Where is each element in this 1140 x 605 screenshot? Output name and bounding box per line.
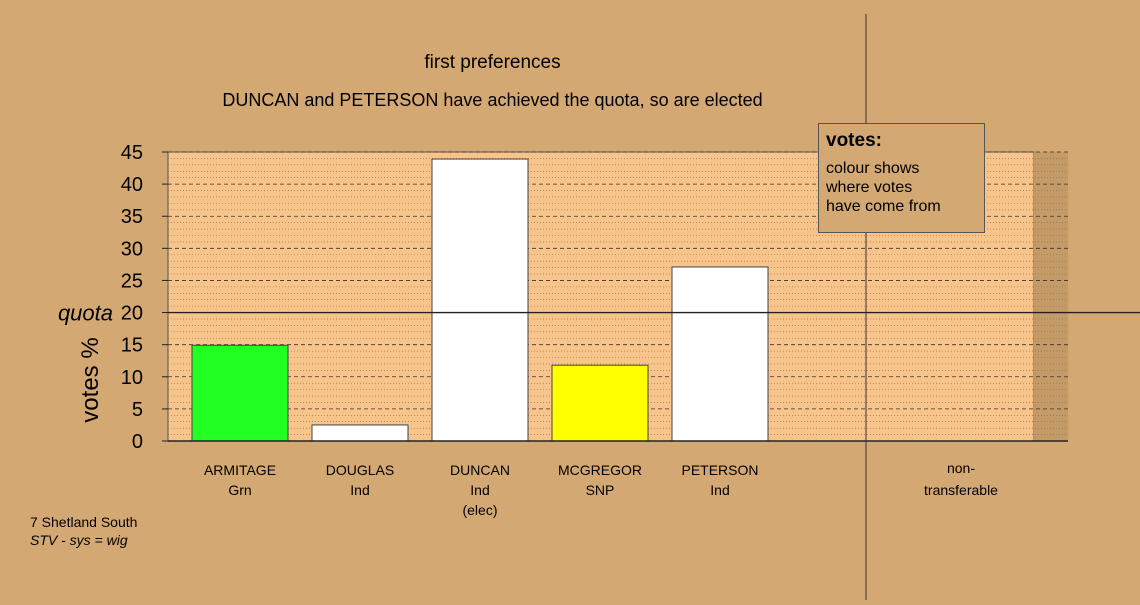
party-label: Ind	[710, 482, 729, 498]
system-label: STV - sys = wig	[30, 532, 128, 548]
y-tick-label: 25	[121, 270, 143, 292]
party-label: Ind	[470, 482, 489, 498]
bar-peterson	[671, 266, 769, 442]
y-axis-label: votes %	[77, 337, 104, 422]
bar-mcgregor	[551, 364, 649, 442]
y-tick-label: 20	[121, 303, 143, 325]
y-tick-label: 35	[121, 206, 143, 228]
party-label: SNP	[586, 482, 615, 498]
y-tick-label: 45	[121, 142, 143, 164]
constituency-label: 7 Shetland South	[30, 514, 138, 530]
category-label: MCGREGOR	[558, 462, 642, 478]
party-label: Grn	[228, 482, 251, 498]
y-tick-label: 10	[121, 367, 143, 389]
legend-line: where votes	[826, 179, 913, 196]
category-label: DOUGLAS	[326, 462, 394, 478]
y-tick-label: 40	[121, 174, 143, 196]
y-tick-label: 0	[132, 431, 143, 453]
nontransferable-label: transferable	[924, 482, 998, 498]
bar-douglas	[311, 424, 409, 442]
bar-duncan	[431, 158, 529, 442]
bar-armitage	[191, 344, 289, 442]
category-label: ARMITAGE	[204, 462, 276, 478]
elected-label: (elec)	[462, 502, 497, 518]
y-tick-label: 5	[132, 399, 143, 421]
party-label: Ind	[350, 482, 369, 498]
nontransferable-area	[1034, 152, 1068, 441]
y-tick-label: 30	[121, 238, 143, 260]
category-label: DUNCAN	[450, 462, 510, 478]
nontransferable-label: non-	[947, 460, 975, 476]
chart-title: first preferences	[424, 52, 561, 73]
category-label: PETERSON	[681, 462, 758, 478]
legend-line: colour shows	[826, 160, 920, 177]
quota-label: quota	[58, 301, 113, 326]
chart-subtitle: DUNCAN and PETERSON have achieved the qu…	[222, 90, 763, 110]
legend-box: votes: colour shows where votes have com…	[818, 123, 985, 233]
legend-line: have come from	[826, 198, 941, 215]
legend-title: votes:	[826, 130, 882, 151]
y-tick-label: 15	[121, 335, 143, 357]
